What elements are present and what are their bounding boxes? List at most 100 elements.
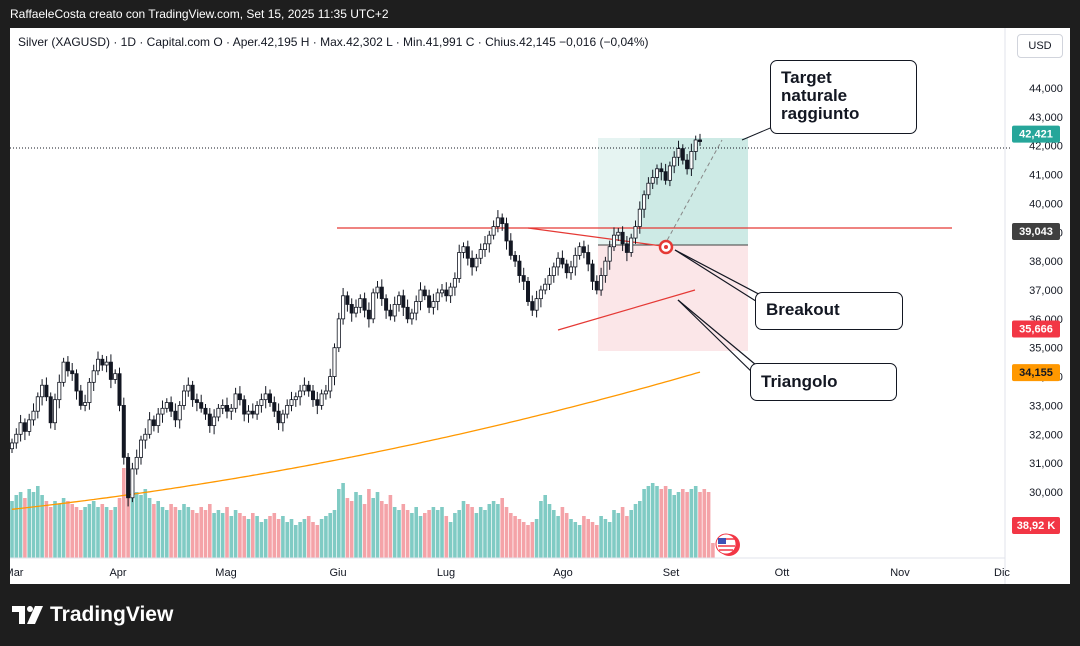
candle (220, 399, 225, 415)
candle (181, 384, 186, 410)
volume-bar (410, 513, 414, 558)
profit-zone-filled (640, 138, 748, 245)
price-axis[interactable]: 30,00031,00032,00033,00034,00035,00036,0… (1029, 83, 1063, 499)
time-tick-label: Giu (329, 567, 346, 579)
candle (207, 408, 212, 433)
tradingview-logo[interactable]: TradingView (12, 600, 173, 630)
volume-bar (375, 492, 380, 558)
candle (48, 392, 53, 429)
volume-badge: 38,92 K (1012, 517, 1060, 534)
volume-bar (152, 504, 156, 558)
volume-bar (509, 513, 513, 558)
candle (431, 293, 436, 315)
volume-bar (496, 504, 500, 558)
breakout-marker-dot (664, 245, 668, 249)
candle (74, 369, 79, 400)
target-pointer (741, 125, 776, 141)
price-badge: 42,421 (1012, 125, 1060, 143)
volume-bar (427, 510, 431, 558)
triangle-callout[interactable]: Triangolo (750, 363, 897, 401)
volume-bar (478, 507, 483, 558)
volume-bar (384, 504, 388, 558)
time-axis[interactable]: Mar Apr Mag Giu Lug Ago Set Ott Nov Dic (10, 567, 1010, 579)
volume-bar (173, 507, 178, 558)
candle (659, 162, 664, 181)
volume-bar (44, 501, 49, 558)
candle (104, 356, 109, 373)
candle (289, 391, 294, 412)
volume-bar (530, 522, 535, 558)
price-tick-label: 30,000 (1029, 487, 1063, 499)
candle (263, 386, 268, 409)
candle (298, 384, 303, 406)
volume-bar (53, 501, 57, 558)
candle (121, 397, 126, 465)
breakout-callout[interactable]: Breakout (755, 292, 903, 330)
candle (581, 240, 586, 259)
volume-bar (689, 489, 694, 558)
candle (427, 289, 432, 314)
candle (31, 403, 36, 426)
candle (564, 259, 569, 279)
price-tick-label: 38,000 (1029, 256, 1063, 268)
volume-bar (57, 504, 62, 558)
candle (362, 292, 367, 318)
candle (685, 154, 690, 175)
candle (590, 259, 595, 290)
volume-bar (676, 492, 681, 558)
candles (10, 133, 703, 507)
candle (199, 394, 204, 413)
volume-bar (440, 507, 444, 558)
volume-bar (276, 519, 281, 558)
candle (663, 163, 668, 185)
price-tick-label: 35,000 (1029, 343, 1063, 355)
candle (246, 405, 251, 423)
volume-bars (10, 468, 715, 558)
candle (143, 428, 148, 449)
breakout-callout-text: Breakout (766, 300, 840, 319)
chart-card[interactable]: 30,00031,00032,00033,00034,00035,00036,0… (10, 28, 1070, 584)
volume-bar (23, 498, 27, 558)
volume-bar (186, 507, 191, 558)
candle (293, 392, 298, 407)
candle (100, 354, 105, 371)
target-callout[interactable]: Target naturale raggiunto (770, 60, 917, 134)
triangle-upper-line[interactable] (527, 227, 663, 247)
volume-bar (414, 507, 418, 558)
us-flag-icon[interactable] (715, 533, 740, 556)
candle (134, 449, 139, 475)
candle (22, 418, 27, 441)
volume-bar (595, 525, 599, 558)
candle (547, 267, 552, 290)
candle (113, 369, 118, 384)
volume-bar (539, 501, 543, 558)
candle (495, 210, 500, 233)
volume-bar (165, 510, 169, 558)
candle (513, 251, 518, 267)
volume-bar (147, 498, 152, 558)
volume-bar (61, 498, 66, 558)
candle (689, 143, 694, 177)
candle (138, 435, 143, 465)
loss-zone (598, 245, 748, 351)
volume-bar (569, 519, 573, 558)
candle (521, 267, 526, 290)
candle (629, 233, 634, 257)
volume-bar (100, 504, 105, 558)
candle (633, 220, 638, 244)
volume-bar (405, 510, 410, 558)
time-tick-label: Nov (890, 567, 910, 579)
volume-bar (573, 522, 578, 558)
volume-bar (693, 486, 698, 558)
volume-bar (642, 489, 646, 558)
candle (573, 247, 578, 276)
volume-bar (31, 492, 36, 558)
candle (27, 413, 32, 436)
volume-bar (638, 501, 642, 558)
candle (401, 289, 406, 316)
triangle-lower-line[interactable] (557, 289, 696, 331)
candle (70, 363, 75, 381)
candle (78, 384, 83, 410)
volume-bar (332, 510, 337, 558)
currency-button[interactable]: USD (1017, 34, 1063, 58)
